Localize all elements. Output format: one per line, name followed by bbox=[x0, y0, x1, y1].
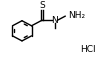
Text: N: N bbox=[51, 16, 58, 25]
Text: S: S bbox=[39, 1, 44, 10]
Text: HCl: HCl bbox=[80, 45, 95, 54]
Text: NH₂: NH₂ bbox=[68, 11, 85, 20]
